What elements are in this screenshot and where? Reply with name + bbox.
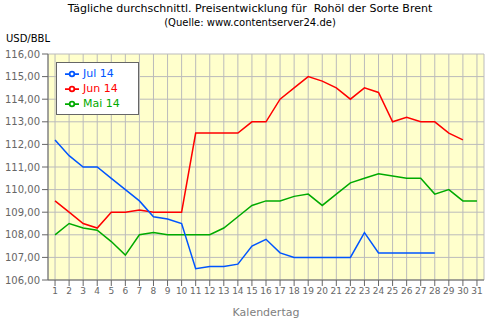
svg-text:9: 9	[165, 286, 171, 296]
html-text:Mai 14: Mai 14	[83, 97, 120, 110]
svg-text:15: 15	[246, 286, 257, 296]
svg-text:108,00: 108,00	[8, 229, 40, 240]
svg-text:21: 21	[331, 286, 342, 296]
svg-text:114,00: 114,00	[8, 94, 40, 105]
svg-text:23: 23	[359, 286, 370, 296]
svg-text:19: 19	[302, 286, 314, 296]
html-text:(Quelle: www.contentserver24.d: (Quelle: www.contentserver24.de)	[164, 17, 336, 28]
svg-text:116,00: 116,00	[8, 49, 40, 60]
svg-text:20: 20	[317, 286, 329, 296]
svg-text:109,00: 109,00	[8, 207, 40, 218]
svg-text:13: 13	[218, 286, 229, 296]
svg-text:10: 10	[176, 286, 188, 296]
svg-text:110,00: 110,00	[8, 184, 40, 195]
svg-text:106,00: 106,00	[8, 275, 40, 286]
svg-text:22: 22	[345, 286, 356, 296]
svg-text:27: 27	[415, 286, 426, 296]
svg-text:26: 26	[401, 286, 413, 296]
svg-text:113,00: 113,00	[8, 116, 40, 127]
svg-text:29: 29	[443, 286, 455, 296]
svg-text:1: 1	[52, 286, 58, 296]
svg-text:11: 11	[190, 286, 201, 296]
svg-text:28: 28	[429, 286, 441, 296]
svg-text:8: 8	[151, 286, 157, 296]
svg-text:31: 31	[471, 286, 482, 296]
svg-text:14: 14	[232, 286, 244, 296]
svg-text:111,00: 111,00	[8, 162, 40, 173]
svg-text:6: 6	[122, 286, 128, 296]
svg-text:24: 24	[373, 286, 385, 296]
svg-text:115,00: 115,00	[8, 71, 40, 82]
svg-text:30: 30	[457, 286, 469, 296]
svg-text:25: 25	[387, 286, 398, 296]
html-text:Jul 14: Jul 14	[83, 67, 114, 80]
svg-text:3: 3	[80, 286, 86, 296]
svg-text:2: 2	[66, 286, 72, 296]
svg-text:16: 16	[260, 286, 272, 296]
svg-text:18: 18	[288, 286, 300, 296]
svg-text:107,00: 107,00	[8, 252, 40, 263]
svg-text:4: 4	[94, 286, 100, 296]
svg-text:17: 17	[274, 286, 285, 296]
html-text:USD/BBL: USD/BBL	[6, 33, 50, 44]
svg-text:Kalendertag: Kalendertag	[233, 306, 300, 319]
svg-text:7: 7	[137, 286, 143, 296]
svg-text:112,00: 112,00	[8, 139, 40, 150]
svg-text:12: 12	[204, 286, 215, 296]
html-text:Tägliche durchschnittl. Preise: Tägliche durchschnittl. Preisentwicklung…	[67, 2, 433, 15]
svg-text:5: 5	[108, 286, 114, 296]
html-text:Jun 14: Jun 14	[83, 82, 118, 95]
